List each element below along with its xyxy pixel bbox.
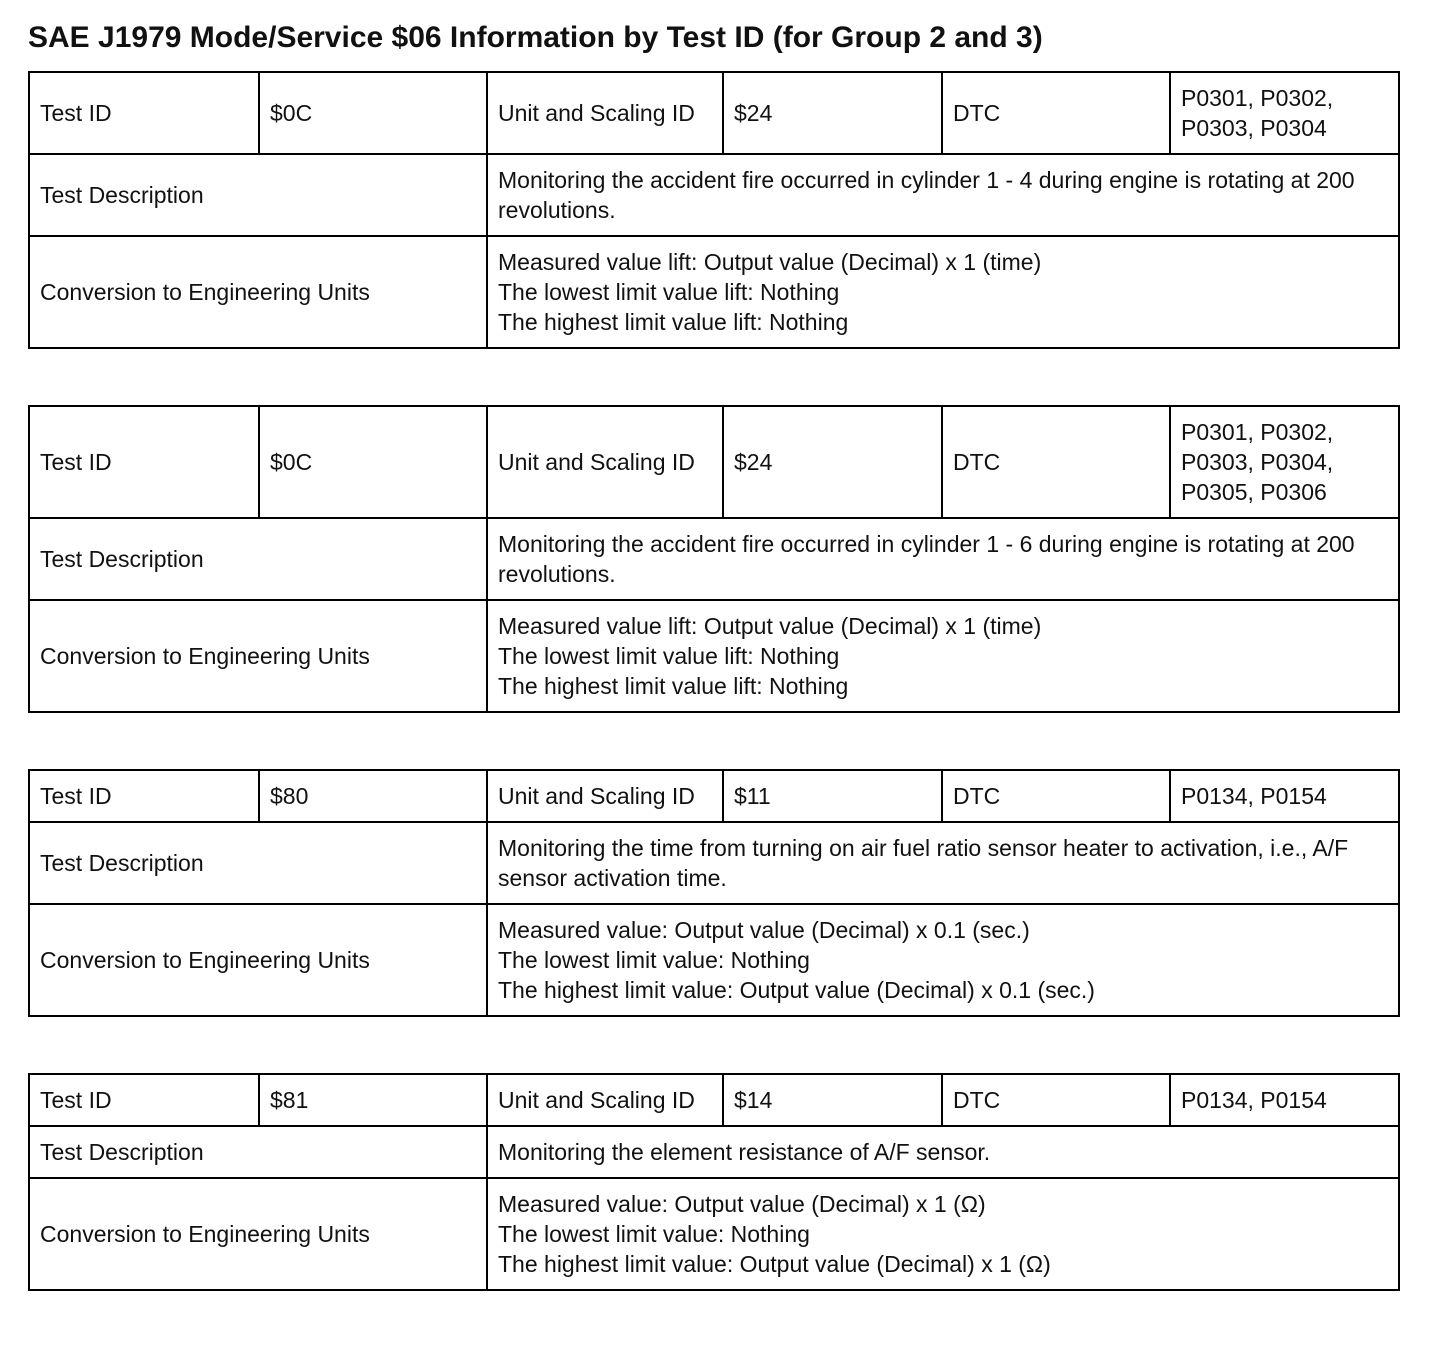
conversion-cell: Measured value: Output value (Decimal) x…: [486, 903, 1400, 1017]
label-cell: Test Description: [28, 153, 488, 237]
conversion-cell: Measured value lift: Output value (Decim…: [486, 235, 1400, 349]
conversion-line: Measured value: Output value (Decimal) x…: [498, 917, 1030, 943]
label-cell: Test ID: [28, 405, 260, 519]
value-cell: $81: [258, 1073, 488, 1127]
dtc-line: P0134, P0154: [1181, 783, 1327, 809]
conversion-cell: Measured value lift: Output value (Decim…: [486, 599, 1400, 713]
conversion-row: Conversion to Engineering Units Measured …: [28, 599, 1400, 713]
dtc-cell: P0134, P0154: [1169, 769, 1400, 823]
info-table: Test ID $0C Unit and Scaling ID $24 DTC P0301…: [28, 71, 1400, 349]
id-row: Test ID $0C Unit and Scaling ID $24 DTC P0301…: [28, 71, 1400, 155]
conversion-line: Measured value: Output value (Decimal) x…: [498, 1191, 986, 1217]
value-cell: $24: [722, 71, 943, 155]
conversion-row: Conversion to Engineering Units Measured …: [28, 903, 1400, 1017]
value-cell: $0C: [258, 71, 488, 155]
dtc-line: P0301, P0302,: [1181, 419, 1334, 445]
conversion-row: Conversion to Engineering Units Measured …: [28, 1177, 1400, 1291]
label-cell: DTC: [941, 71, 1171, 155]
label-cell: Conversion to Engineering Units: [28, 1177, 488, 1291]
dtc-line: P0134, P0154: [1181, 1087, 1327, 1113]
conversion-row: Conversion to Engineering Units Measured …: [28, 235, 1400, 349]
dtc-line: P0303, P0304,: [1181, 449, 1334, 475]
info-table: Test ID $80 Unit and Scaling ID $11 DTC P0134…: [28, 769, 1400, 1017]
description-row: Test Description Monitoring the element r…: [28, 1125, 1400, 1179]
document-title: SAE J1979 Mode/Service $06 Information b…: [28, 21, 1043, 54]
value-cell: $11: [722, 769, 943, 823]
value-cell: $14: [722, 1073, 943, 1127]
description-cell: Monitoring the element resistance of A/F…: [486, 1125, 1400, 1179]
page: html, body { margin: 0; padding: 0; back…: [28, 21, 1400, 1291]
description-cell: Monitoring the accident fire occurred in…: [486, 153, 1400, 237]
label-cell: Unit and Scaling ID: [486, 1073, 724, 1127]
dtc-line: P0303, P0304: [1181, 115, 1327, 141]
dtc-cell: P0134, P0154: [1169, 1073, 1400, 1127]
conversion-line: The highest limit value: Output value (D…: [498, 977, 1095, 1003]
label-cell: Test ID: [28, 1073, 260, 1127]
conversion-line: The lowest limit value lift: Nothing: [498, 643, 840, 669]
conversion-line: Measured value lift: Output value (Decim…: [498, 249, 1042, 275]
dtc-cell: P0301, P0302, P0303, P0304, P0305, P0306: [1169, 405, 1400, 519]
value-cell: $24: [722, 405, 943, 519]
id-row: Test ID $80 Unit and Scaling ID $11 DTC P0134…: [28, 769, 1400, 823]
description-row: Test Description Monitoring the accident …: [28, 517, 1400, 601]
conversion-line: The highest limit value: Output value (D…: [498, 1251, 1051, 1277]
label-cell: Unit and Scaling ID: [486, 769, 724, 823]
label-cell: Test Description: [28, 821, 488, 905]
conversion-line: The lowest limit value lift: Nothing: [498, 279, 840, 305]
value-cell: $80: [258, 769, 488, 823]
description-row: Test Description Monitoring the accident …: [28, 153, 1400, 237]
dtc-cell: P0301, P0302, P0303, P0304: [1169, 71, 1400, 155]
label-cell: Conversion to Engineering Units: [28, 599, 488, 713]
dtc-line: P0305, P0306: [1181, 479, 1327, 505]
label-cell: DTC: [941, 405, 1171, 519]
id-row: Test ID $0C Unit and Scaling ID $24 DTC P0301…: [28, 405, 1400, 519]
label-cell: Test ID: [28, 71, 260, 155]
document: SAE J1979 Mode/Service $06 Information b…: [28, 21, 1400, 1291]
conversion-line: The lowest limit value: Nothing: [498, 947, 810, 973]
info-table: Test ID $81 Unit and Scaling ID $14 DTC P0134…: [28, 1073, 1400, 1291]
conversion-line: The lowest limit value: Nothing: [498, 1221, 810, 1247]
label-cell: Unit and Scaling ID: [486, 405, 724, 519]
label-cell: Test ID: [28, 769, 260, 823]
tables: Test ID $0C Unit and Scaling ID $24 DTC P0301…: [28, 71, 1400, 1347]
value-cell: $0C: [258, 405, 488, 519]
description-row: Test Description Monitoring the time from…: [28, 821, 1400, 905]
label-cell: Test Description: [28, 1125, 488, 1179]
info-table: Test ID $0C Unit and Scaling ID $24 DTC P0301…: [28, 405, 1400, 713]
conversion-line: The highest limit value lift: Nothing: [498, 309, 849, 335]
conversion-line: Measured value lift: Output value (Decim…: [498, 613, 1042, 639]
label-cell: Unit and Scaling ID: [486, 71, 724, 155]
label-cell: Conversion to Engineering Units: [28, 235, 488, 349]
conversion-line: The highest limit value lift: Nothing: [498, 673, 849, 699]
label-cell: Test Description: [28, 517, 488, 601]
description-cell: Monitoring the accident fire occurred in…: [486, 517, 1400, 601]
label-cell: DTC: [941, 769, 1171, 823]
label-cell: DTC: [941, 1073, 1171, 1127]
dtc-line: P0301, P0302,: [1181, 85, 1334, 111]
id-row: Test ID $81 Unit and Scaling ID $14 DTC P0134…: [28, 1073, 1400, 1127]
label-cell: Conversion to Engineering Units: [28, 903, 488, 1017]
conversion-cell: Measured value: Output value (Decimal) x…: [486, 1177, 1400, 1291]
description-cell: Monitoring the time from turning on air …: [486, 821, 1400, 905]
